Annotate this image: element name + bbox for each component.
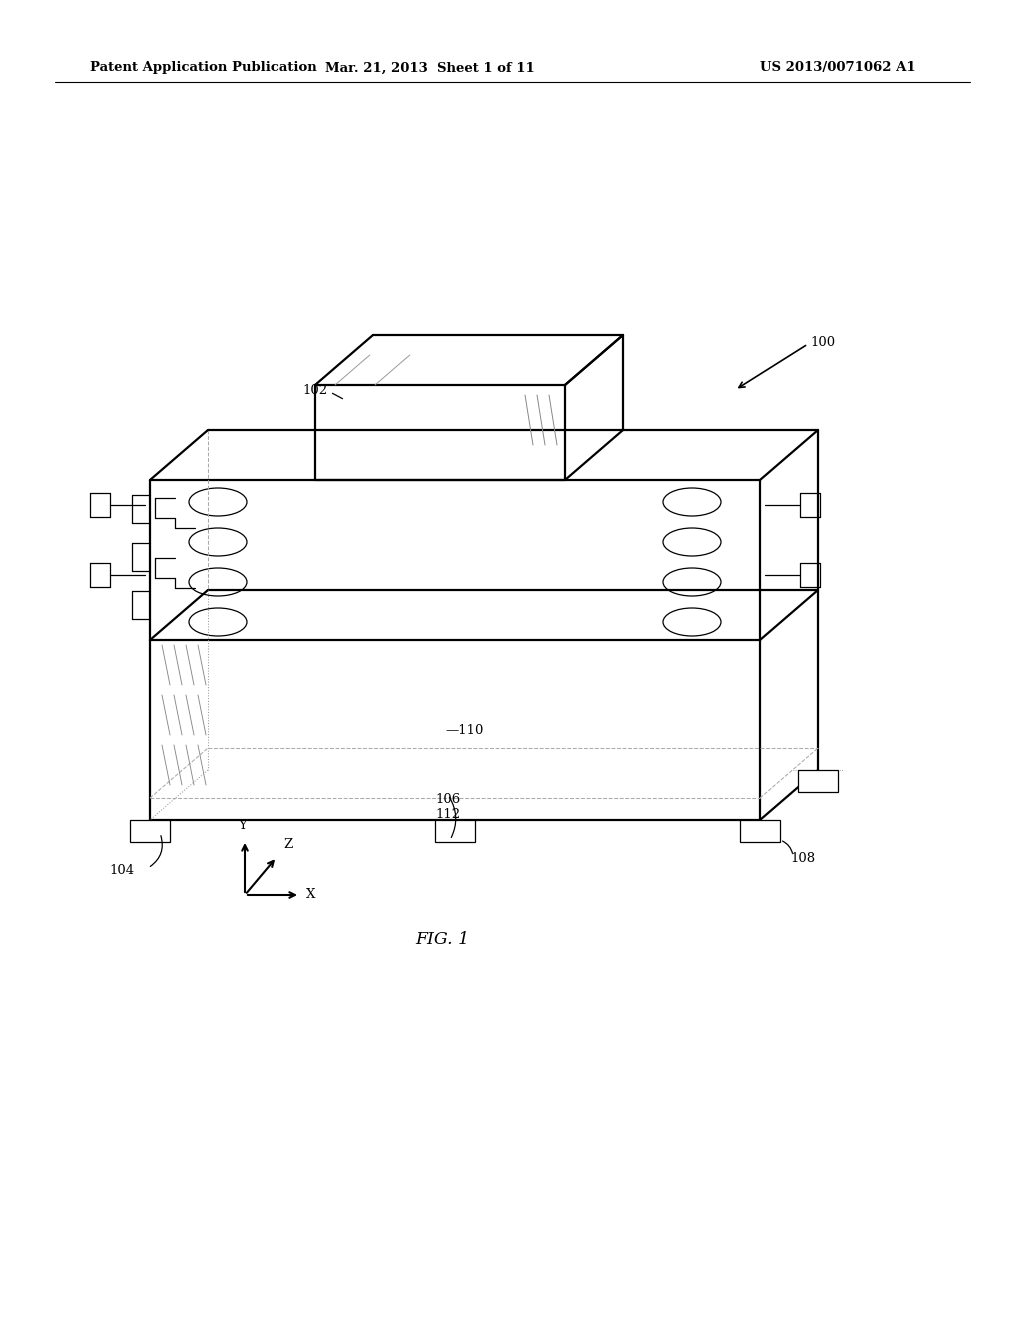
Bar: [740, 820, 780, 842]
Bar: [130, 820, 170, 842]
Text: FIG. 1: FIG. 1: [415, 932, 469, 949]
Text: 108: 108: [790, 851, 815, 865]
Text: 104: 104: [110, 863, 135, 876]
Text: 100: 100: [810, 335, 836, 348]
Text: Z: Z: [283, 838, 292, 851]
Text: US 2013/0071062 A1: US 2013/0071062 A1: [760, 62, 915, 74]
Text: 106: 106: [435, 793, 460, 807]
Text: X: X: [306, 888, 315, 902]
Text: Patent Application Publication: Patent Application Publication: [90, 62, 316, 74]
Text: Y: Y: [239, 818, 248, 832]
Text: 112: 112: [435, 808, 460, 821]
Text: Mar. 21, 2013  Sheet 1 of 11: Mar. 21, 2013 Sheet 1 of 11: [326, 62, 535, 74]
Text: —110: —110: [445, 723, 483, 737]
Bar: [435, 820, 475, 842]
Text: 102: 102: [303, 384, 328, 396]
Bar: [798, 770, 838, 792]
